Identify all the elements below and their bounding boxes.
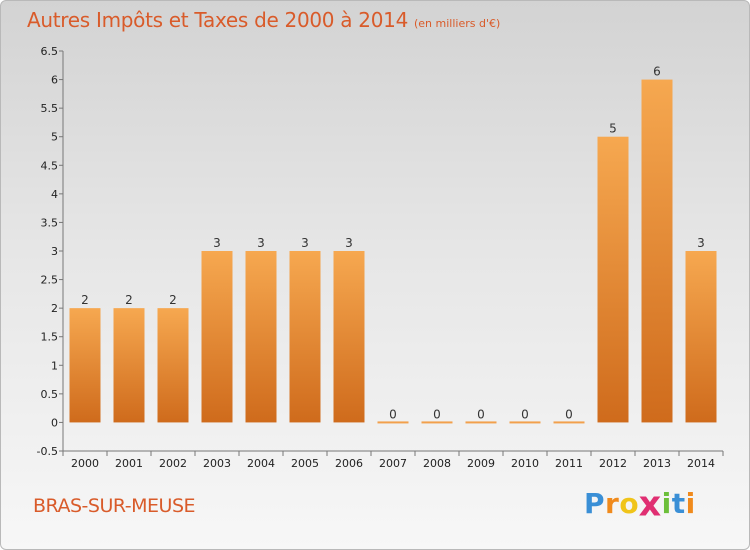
bar-value-label: 0 <box>389 407 397 421</box>
bar-2002 <box>157 308 189 423</box>
labels: -0.500.511.522.533.544.555.566.522000220… <box>37 45 715 470</box>
y-tick-label: 0.5 <box>41 388 59 401</box>
logo-letter: o <box>619 487 640 520</box>
x-tick-label: 2009 <box>467 457 495 470</box>
bars <box>69 79 717 424</box>
x-tick-label: 2004 <box>247 457 275 470</box>
chart-title-text: Autres Impôts et Taxes de 2000 à 2014 <box>27 8 408 32</box>
bar-2007 <box>377 421 409 424</box>
x-tick-label: 2007 <box>379 457 407 470</box>
y-tick-label: 4.5 <box>41 159 59 172</box>
bar-2004 <box>245 251 277 423</box>
y-tick-label: 2.5 <box>41 274 59 287</box>
x-tick-label: 2010 <box>511 457 539 470</box>
bar-2001 <box>113 308 145 423</box>
logo-letter: r <box>605 487 620 520</box>
bar-2006 <box>333 251 365 423</box>
y-tick-label: 2 <box>51 302 58 315</box>
x-tick-label: 2008 <box>423 457 451 470</box>
x-tick-label: 2012 <box>599 457 627 470</box>
bar-value-label: 6 <box>653 65 661 79</box>
bar-value-label: 0 <box>477 407 485 421</box>
x-tick-label: 2003 <box>203 457 231 470</box>
bar-2009 <box>465 421 497 424</box>
chart-title: Autres Impôts et Taxes de 2000 à 2014 (en… <box>27 8 500 32</box>
bar-value-label: 2 <box>81 293 89 307</box>
axes <box>59 50 724 456</box>
bar-2014 <box>685 251 717 423</box>
y-tick-label: 5.5 <box>41 102 59 115</box>
bar-value-label: 0 <box>433 407 441 421</box>
logo-letter: P <box>584 487 606 520</box>
bar-value-label: 0 <box>521 407 529 421</box>
x-tick-label: 2005 <box>291 457 319 470</box>
y-tick-label: 5 <box>51 131 58 144</box>
y-tick-label: 1 <box>51 359 58 372</box>
bar-2012 <box>597 136 629 423</box>
bar-value-label: 0 <box>565 407 573 421</box>
bar-value-label: 2 <box>125 293 133 307</box>
y-tick-label: 6 <box>51 74 58 87</box>
bar-2013 <box>641 79 673 423</box>
x-tick-label: 2000 <box>71 457 99 470</box>
bar-2005 <box>289 251 321 423</box>
y-tick-label: -0.5 <box>37 445 58 458</box>
commune-name: BRAS-SUR-MEUSE <box>33 495 196 517</box>
x-tick-label: 2001 <box>115 457 143 470</box>
x-tick-label: 2011 <box>555 457 583 470</box>
x-tick-label: 2014 <box>687 457 715 470</box>
x-tick-label: 2002 <box>159 457 187 470</box>
logo-letter: x <box>638 482 662 525</box>
bar-2000 <box>69 308 101 423</box>
bar-value-label: 2 <box>169 293 177 307</box>
logo-letter: i <box>685 487 696 520</box>
bar-2008 <box>421 421 453 424</box>
y-tick-label: 6.5 <box>41 45 59 58</box>
y-tick-label: 1.5 <box>41 331 59 344</box>
bar-value-label: 3 <box>213 236 221 250</box>
y-tick-label: 3 <box>51 245 58 258</box>
bar-2010 <box>509 421 541 424</box>
bar-value-label: 3 <box>257 236 265 250</box>
chart-subtitle: (en milliers d'€) <box>414 17 501 30</box>
y-tick-label: 4 <box>51 188 58 201</box>
x-tick-label: 2006 <box>335 457 363 470</box>
proxiti-logo: Proxiti <box>584 483 696 524</box>
logo-letter: i <box>661 487 672 520</box>
bar-2011 <box>553 421 585 424</box>
bar-value-label: 3 <box>301 236 309 250</box>
bar-value-label: 5 <box>609 122 617 136</box>
bar-value-label: 3 <box>345 236 353 250</box>
y-tick-label: 0 <box>51 416 58 429</box>
x-tick-label: 2013 <box>643 457 671 470</box>
y-tick-label: 3.5 <box>41 216 59 229</box>
bar-2003 <box>201 251 233 423</box>
logo-letter: t <box>671 487 686 520</box>
bar-value-label: 3 <box>697 236 705 250</box>
